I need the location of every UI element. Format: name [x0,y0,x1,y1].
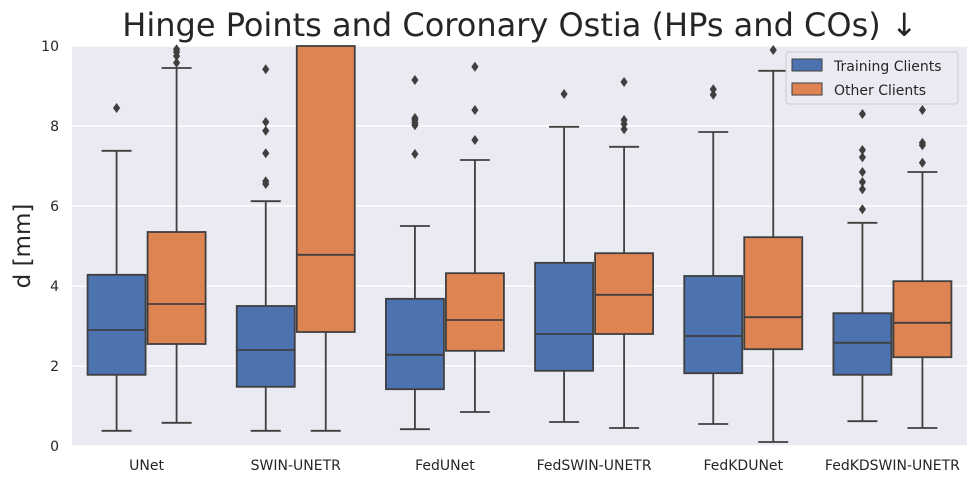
box-iqr [594,252,654,335]
legend-swatch-training [791,58,823,72]
outlier-marker [858,109,867,119]
x-tick-label-0: UNet [129,458,164,474]
outlier-marker [411,149,419,159]
box-0-3 [534,89,594,423]
outlier-marker [262,148,270,159]
outlier-marker [858,204,867,215]
outlier-marker [262,64,270,75]
box-iqr [832,312,893,376]
box-1-4 [743,45,804,443]
y-tick-label-4: 4 [50,279,59,295]
outlier-marker [709,89,717,100]
outlier-marker [112,103,121,113]
legend-label-training: Training Clients [833,59,942,75]
box-iqr [445,272,505,352]
box-iqr [86,273,147,376]
grid-lines [72,45,967,447]
outlier-marker [262,176,270,187]
outlier-marker [411,75,419,85]
outlier-marker [858,152,867,163]
outlier-marker [471,105,479,115]
box-iqr [295,45,356,333]
y-tick-label-8: 8 [50,119,59,135]
outlier-marker [858,184,867,195]
legend-swatch-other [791,82,823,96]
outlier-marker [918,157,927,168]
x-tick-label-3: FedSWIN-UNETR [537,458,652,474]
outlier-marker [620,115,628,125]
box-iqr [892,280,953,359]
boxes-layer [86,44,953,443]
x-tick-label-2: FedUNet [415,458,475,474]
box-iqr [385,297,445,391]
outlier-marker [858,145,867,155]
box-1-1 [295,45,356,432]
y-tick-label-6: 6 [50,199,59,215]
y-tick-label-2: 2 [50,359,59,375]
outlier-marker [262,117,270,127]
outlier-marker [172,44,181,55]
y-tick-label-0: 0 [50,439,59,455]
outlier-marker [560,89,568,99]
box-iqr [146,231,207,345]
outlier-marker [262,125,270,136]
box-1-3 [594,77,654,429]
outlier-marker [172,57,181,68]
box-1-0 [146,44,207,424]
box-1-5 [892,80,953,429]
outlier-marker [858,177,867,187]
box-0-0 [86,103,147,432]
box-0-2 [385,75,445,431]
y-tick-labels: 0 2 4 6 8 10 [41,39,59,455]
outlier-marker [709,84,717,95]
x-tick-label-1: SWIN-UNETR [251,458,342,474]
outlier-marker [471,61,479,72]
outlier-marker [620,77,628,87]
box-0-5 [832,72,893,423]
box-0-1 [235,64,296,432]
x-tick-label-4: FedKDUNet [703,458,783,474]
outlier-marker [769,45,777,55]
box-iqr [683,275,744,375]
outlier-marker [471,135,479,145]
outlier-marker [858,167,867,177]
legend: Training Clients Other Clients [785,51,959,105]
plot-area [72,46,967,446]
box-1-2 [445,61,505,413]
x-tick-label-5: FedKDSWIN-UNETR [825,458,960,474]
legend-label-other: Other Clients [834,83,926,99]
x-tick-labels: UNet SWIN-UNETR FedUNet FedSWIN-UNETR FedKDU… [129,458,960,474]
box-0-4 [683,84,744,425]
box-iqr [534,261,594,372]
box-iqr [743,236,804,351]
y-axis-label: d [mm] [10,204,36,289]
outlier-marker [411,113,419,123]
outlier-marker [918,137,927,148]
chart-title: Hinge Points and Coronary Ostia (HPs and… [122,6,917,44]
y-tick-label-10: 10 [41,39,59,55]
box-iqr [235,305,296,388]
legend-frame [785,51,959,105]
outlier-marker [620,124,628,135]
outlier-marker [918,105,927,115]
